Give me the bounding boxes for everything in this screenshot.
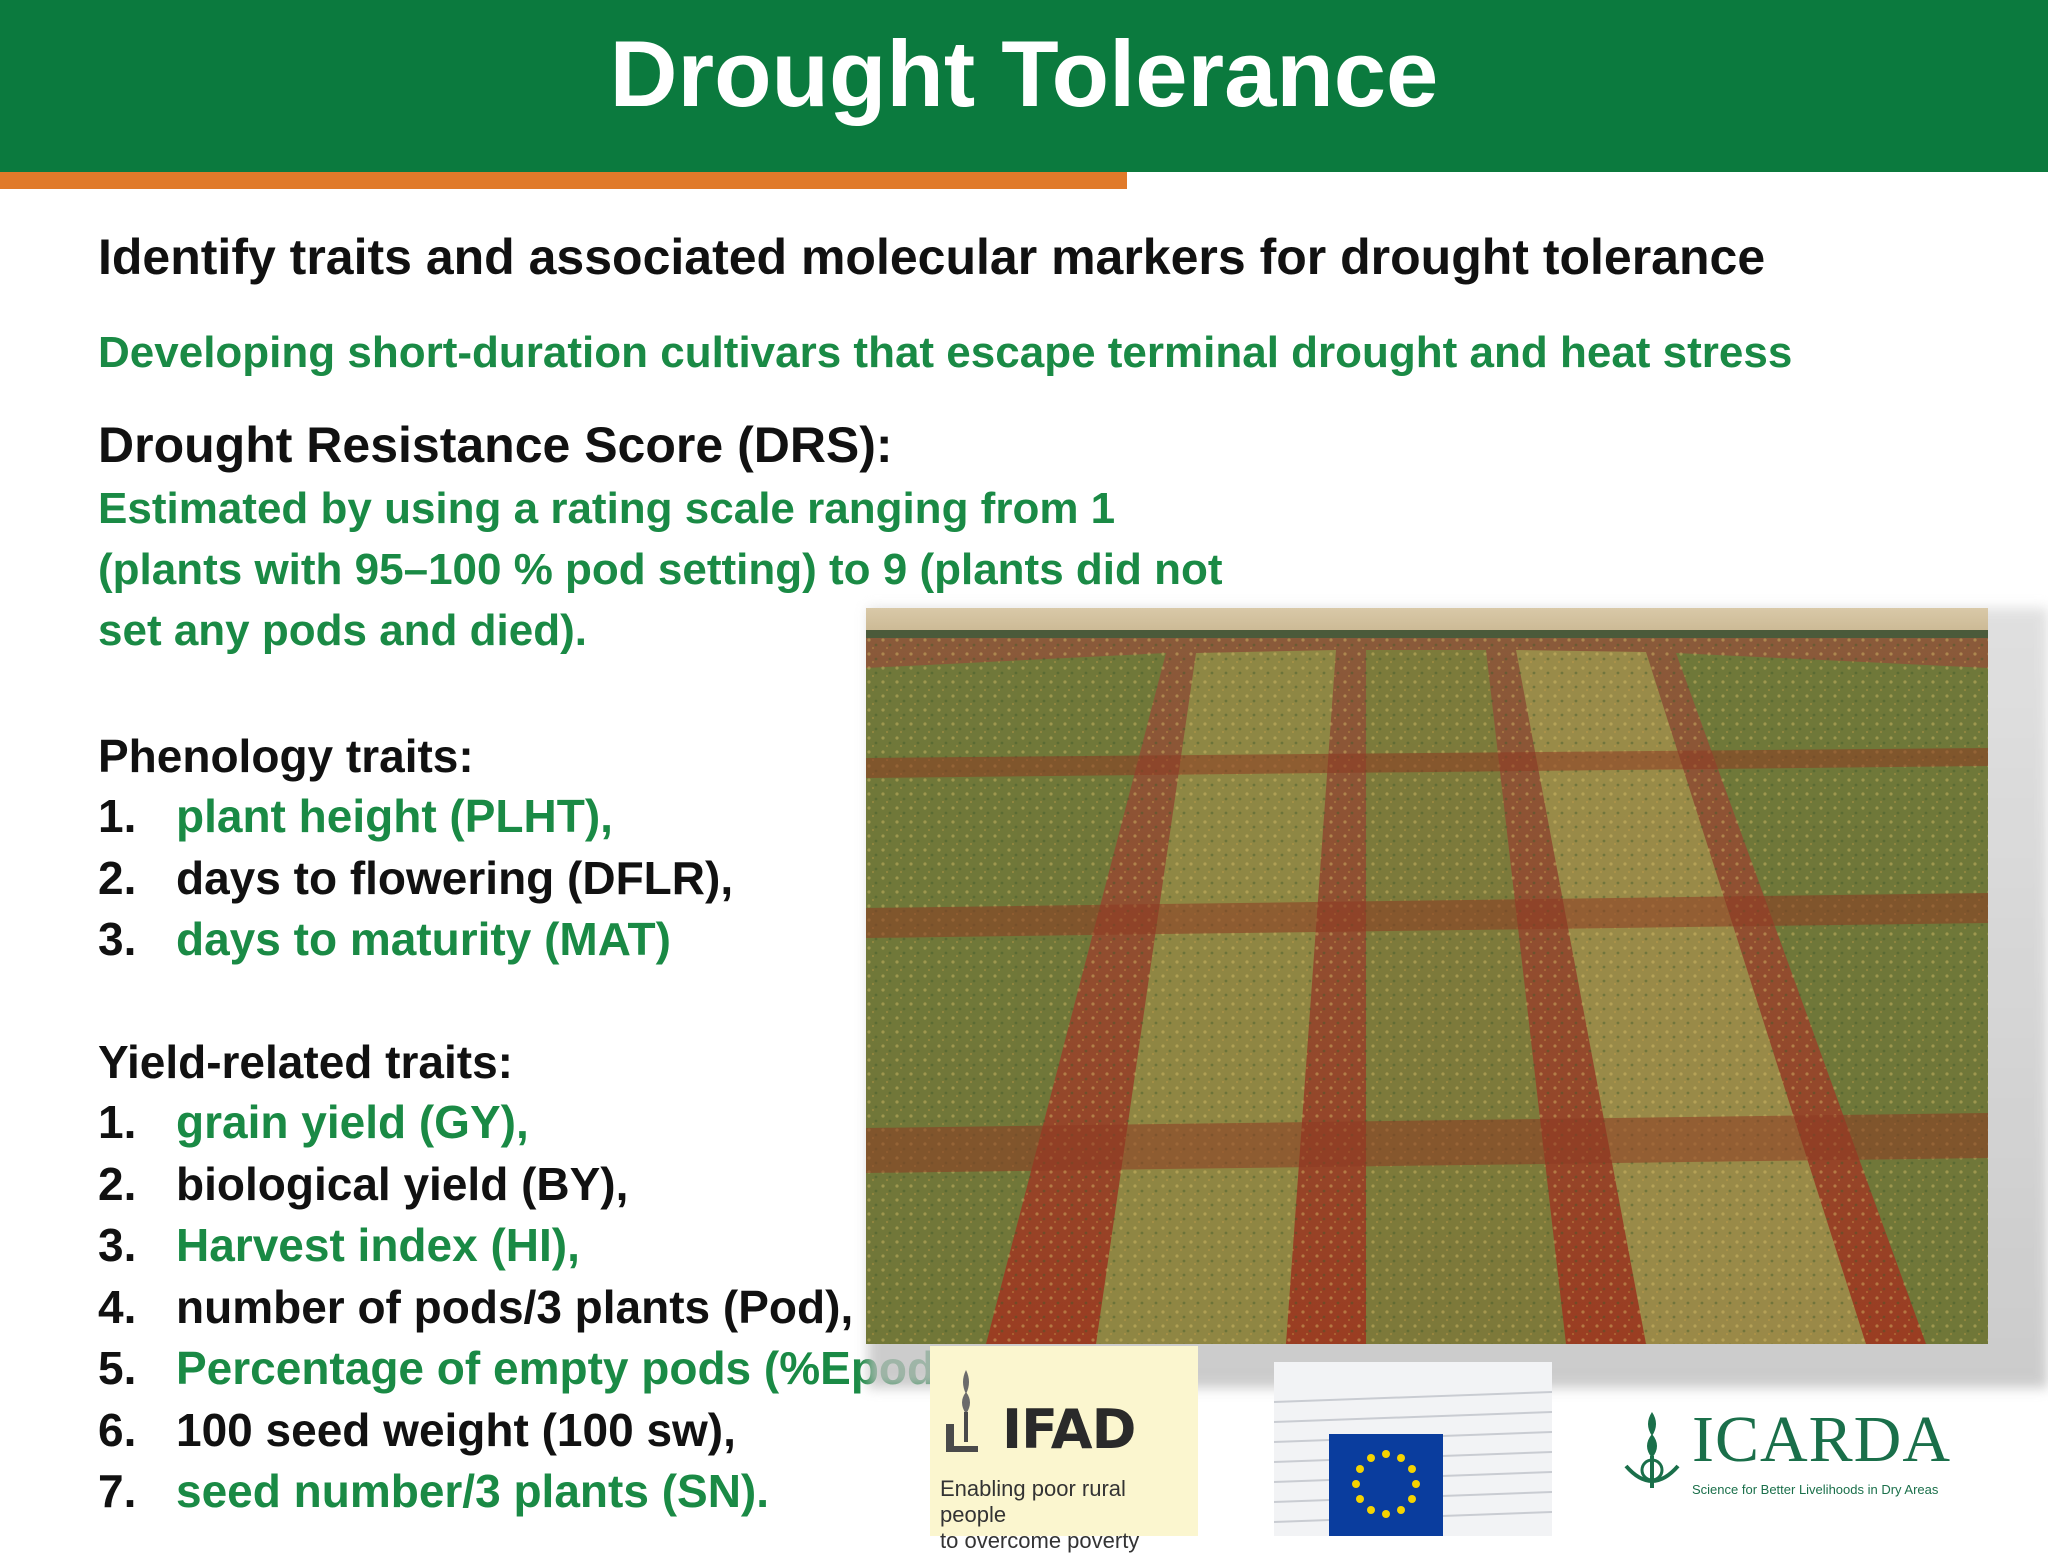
drs-desc-line: set any pods and died). — [98, 606, 587, 655]
eu-logo — [1273, 1362, 1553, 1536]
list-item: 7. seed number/3 plants (SN). — [98, 1465, 770, 1517]
eu-building-icon — [1273, 1391, 1553, 1536]
ifad-tagline-line: Enabling poor rural people — [940, 1476, 1126, 1527]
ifad-tagline: Enabling poor rural people to overcome p… — [940, 1476, 1195, 1554]
drs-desc-line: (plants with 95–100 % pod setting) to 9 … — [98, 545, 1223, 594]
ifad-logo: IFAD Enabling poor rural people to overc… — [930, 1346, 1198, 1553]
chickpea-field-illustration — [866, 608, 1988, 1344]
list-item: 1. plant height (PLHT), — [98, 790, 613, 842]
yield-list: 1. grain yield (GY), 2. biological yield (… — [98, 1092, 963, 1523]
icarda-emblem-icon — [1624, 1412, 1680, 1488]
eu-flag-icon — [1329, 1434, 1443, 1536]
phenology-title: Phenology traits: — [98, 730, 474, 782]
slide-header: Drought Tolerance — [0, 0, 2048, 172]
icarda-wordmark: ICARDA — [1692, 1403, 1952, 1476]
list-item: 2. biological yield (BY), — [98, 1157, 629, 1210]
ifad-tagline-line: to overcome poverty — [940, 1528, 1140, 1553]
drs-title: Drought Resistance Score (DRS): — [98, 417, 893, 473]
cultivar-statement: Developing short-duration cultivars that… — [98, 328, 1793, 377]
accent-bar — [0, 172, 1127, 189]
drs-desc-line: Estimated by using a rating scale rangin… — [98, 484, 1116, 533]
yield-title: Yield-related traits: — [98, 1036, 513, 1088]
icarda-logo: ICARDA Science for Better Livelihoods in… — [1616, 1402, 1966, 1512]
list-item: 5. Percentage of empty pods (%Epod), — [98, 1342, 964, 1394]
phenology-list: 1. plant height (PLHT), 2. days to floweri… — [98, 786, 733, 971]
icarda-tagline: Science for Better Livelihoods in Dry Ar… — [1692, 1482, 1939, 1497]
wheat-icon — [946, 1370, 978, 1452]
list-item: 6. 100 seed weight (100 sw), — [98, 1403, 736, 1456]
ifad-wordmark: IFAD — [1002, 1398, 1136, 1461]
list-item: 1. grain yield (GY), — [98, 1096, 529, 1148]
list-item: 4. number of pods/3 plants (Pod), — [98, 1280, 854, 1333]
list-item: 3. days to maturity (MAT) — [98, 913, 671, 965]
slide-title: Drought Tolerance — [609, 21, 1439, 126]
field-trial-photo — [866, 608, 1988, 1344]
list-item: 2. days to flowering (DFLR), — [98, 851, 734, 904]
drs-description: Estimated by using a rating scale rangin… — [98, 478, 1278, 661]
sub-heading: Identify traits and associated molecular… — [98, 229, 1766, 285]
list-item: 3. Harvest index (HI), — [98, 1219, 580, 1271]
